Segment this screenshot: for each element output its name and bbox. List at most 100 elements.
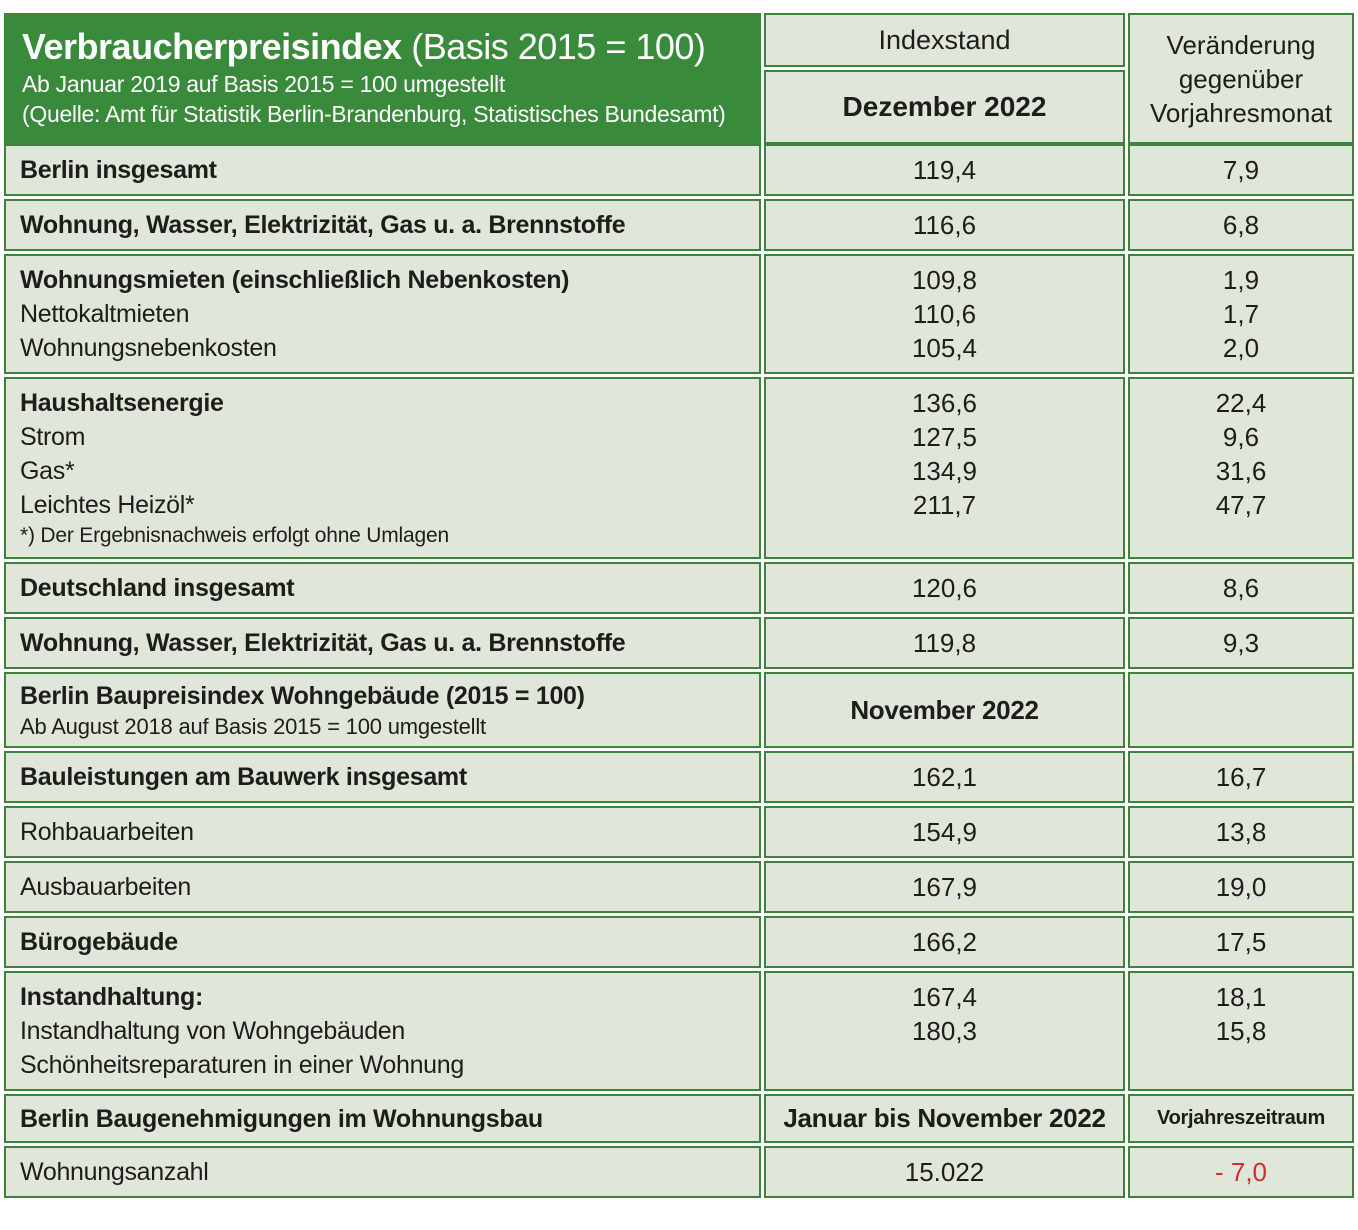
index-value-cell: 154,9 [764, 806, 1125, 858]
index-value-cell: 119,4 [764, 144, 1125, 196]
page-title: Verbraucherpreisindex (Basis 2015 = 100) [22, 25, 745, 69]
index-value-cell: 109,8 110,6 105,4 [764, 254, 1125, 374]
index-value-cell: 162,1 [764, 751, 1125, 803]
index-value-cell: 120,6 [764, 562, 1125, 614]
section-row: Berlin Baugenehmigungen im Wohnungsbau Ja… [4, 1094, 1354, 1143]
index-value: 166,2 [911, 927, 978, 957]
index-value: 154,9 [911, 817, 978, 847]
table-row: Berlin insgesamt 119,4 7,9 [4, 144, 1354, 196]
title-source: (Quelle: Amt für Statistik Berlin-Brande… [22, 101, 726, 127]
title-main: Verbraucherpreisindex [22, 26, 402, 67]
index-value: 109,8 [911, 265, 978, 295]
row-label: Bürogebäude [20, 928, 178, 956]
change-value-cell: 8,6 [1128, 562, 1354, 614]
change-value: 17,5 [1215, 927, 1267, 957]
index-value: 211,7 [912, 490, 977, 520]
change-value: 16,7 [1215, 762, 1267, 792]
change-value-cell: 1,9 1,7 2,0 [1128, 254, 1354, 374]
change-value: 8,6 [1222, 573, 1260, 603]
title-subtitle: Ab Januar 2019 auf Basis 2015 = 100 umge… [22, 71, 505, 97]
row-label: Schönheitsreparaturen in einer Wohnung [20, 1051, 464, 1079]
change-value: 1,7 [1222, 299, 1260, 329]
index-value: 120,6 [911, 573, 978, 603]
indexstand-label: Indexstand [764, 13, 1125, 67]
section-title: Berlin Baugenehmigungen im Wohnungsbau [20, 1104, 543, 1133]
row-label: Gas* [20, 457, 75, 485]
row-label: Nettokaltmieten [20, 300, 190, 328]
row-label: Instandhaltung: [20, 983, 203, 1011]
table-header-row: Verbraucherpreisindex (Basis 2015 = 100)… [4, 13, 1354, 144]
title-block: Verbraucherpreisindex (Basis 2015 = 100)… [4, 13, 761, 144]
index-value-cell: 116,6 [764, 199, 1125, 251]
index-value-cell: November 2022 [764, 672, 1125, 748]
period-label: Dezember 2022 [764, 70, 1125, 144]
index-value-cell: 136,6 127,5 134,9 211,7 [764, 377, 1125, 559]
row-label: Berlin insgesamt [20, 156, 217, 184]
index-value: 136,6 [911, 388, 978, 418]
row-label-cell: Rohbauarbeiten [4, 806, 761, 858]
table-row: Bürogebäude 166,2 17,5 [4, 916, 1354, 968]
row-label: Wohnungsmieten (einschließlich Nebenkost… [20, 266, 570, 294]
section-subtitle: Ab August 2018 auf Basis 2015 = 100 umge… [20, 714, 486, 739]
row-label: Bauleistungen am Bauwerk insgesamt [20, 763, 467, 791]
index-value: 180,3 [911, 1016, 978, 1046]
row-label: Wohnung, Wasser, Elektrizität, Gas u. a.… [20, 211, 626, 239]
index-value-cell: 15.022 [764, 1146, 1125, 1198]
change-value-cell: 17,5 [1128, 916, 1354, 968]
index-value: 119,4 [912, 155, 977, 185]
change-value: 13,8 [1215, 817, 1267, 847]
change-value-cell: 22,4 9,6 31,6 47,7 [1128, 377, 1354, 559]
table-row: Instandhaltung: Instandhaltung von Wohnge… [4, 971, 1354, 1091]
change-value-cell: 7,9 [1128, 144, 1354, 196]
change-value: 18,1 [1215, 982, 1267, 1012]
section-row: Berlin Baupreisindex Wohngebäude (2015 =… [4, 672, 1354, 748]
row-label: Wohnungsanzahl [20, 1158, 209, 1186]
index-value: 167,4 [911, 982, 978, 1012]
table-row: Wohnungsanzahl 15.022 - 7,0 [4, 1146, 1354, 1198]
title-basis: (Basis 2015 = 100) [411, 26, 706, 67]
table-row: Deutschland insgesamt 120,6 8,6 [4, 562, 1354, 614]
index-value: 127,5 [911, 422, 978, 452]
table-row: Wohnung, Wasser, Elektrizität, Gas u. a.… [4, 199, 1354, 251]
row-label-cell: Wohnungsmieten (einschließlich Nebenkost… [4, 254, 761, 374]
table-row: Ausbauarbeiten 167,9 19,0 [4, 861, 1354, 913]
row-label-cell: Wohnung, Wasser, Elektrizität, Gas u. a.… [4, 617, 761, 669]
row-label-cell: Berlin Baupreisindex Wohngebäude (2015 =… [4, 672, 761, 748]
index-value: 162,1 [911, 762, 978, 792]
change-value: 15,8 [1215, 1016, 1267, 1046]
change-value: 47,7 [1215, 490, 1267, 520]
section-period-label: November 2022 [850, 694, 1039, 725]
index-value: 119,8 [912, 628, 977, 658]
section-change-label: Vorjahreszeitraum [1157, 1107, 1325, 1129]
row-label: Haushaltsenergie [20, 389, 224, 417]
table-body: Berlin insgesamt 119,4 7,9 Wohnung, Wasser,… [4, 144, 1354, 1198]
row-label-cell: Deutschland insgesamt [4, 562, 761, 614]
index-value-cell: Januar bis November 2022 [764, 1094, 1125, 1143]
change-value: 31,6 [1215, 456, 1267, 486]
change-value-cell [1128, 672, 1354, 748]
change-value: 22,4 [1215, 388, 1267, 418]
row-label: Ausbauarbeiten [20, 873, 191, 901]
change-value-cell: 19,0 [1128, 861, 1354, 913]
row-label: Leichtes Heizöl* [20, 491, 195, 519]
table-row: Haushaltsenergie Strom Gas* Leichtes Heizöl… [4, 377, 1354, 559]
row-label: Rohbauarbeiten [20, 818, 194, 846]
row-label: Wohnung, Wasser, Elektrizität, Gas u. a.… [20, 629, 626, 657]
change-value: - 7,0 [1214, 1157, 1268, 1187]
row-label-cell: Bauleistungen am Bauwerk insgesamt [4, 751, 761, 803]
row-label-cell: Haushaltsenergie Strom Gas* Leichtes Heizöl… [4, 377, 761, 559]
row-label: Wohnungsnebenkosten [20, 334, 277, 362]
change-value-cell: 16,7 [1128, 751, 1354, 803]
indexstand-column-header: Indexstand Dezember 2022 [764, 13, 1125, 144]
table-row: Rohbauarbeiten 154,9 13,8 [4, 806, 1354, 858]
change-value: 6,8 [1222, 210, 1260, 240]
row-label-cell: Wohnungsanzahl [4, 1146, 761, 1198]
section-title: Berlin Baupreisindex Wohngebäude (2015 =… [20, 682, 585, 710]
change-value-cell: 18,1 15,8 [1128, 971, 1354, 1091]
index-value: 167,9 [911, 872, 978, 902]
row-label: Deutschland insgesamt [20, 574, 295, 602]
row-label-cell: Wohnung, Wasser, Elektrizität, Gas u. a.… [4, 199, 761, 251]
index-value: 105,4 [911, 333, 978, 363]
index-value-cell: 167,9 [764, 861, 1125, 913]
index-value-cell: 166,2 [764, 916, 1125, 968]
